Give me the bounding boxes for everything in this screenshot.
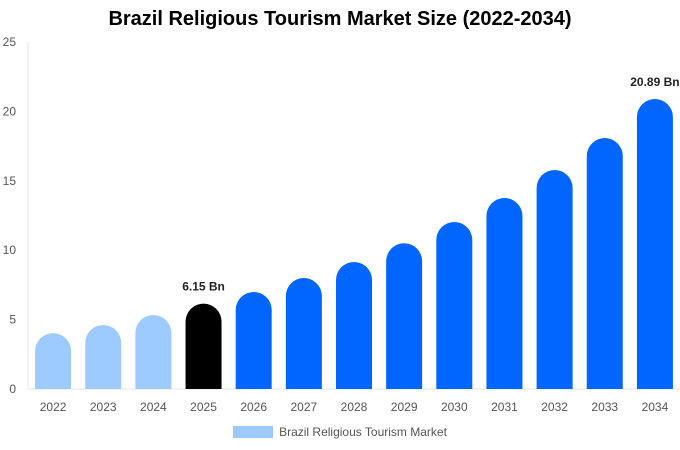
x-tick-label: 2028 xyxy=(341,400,368,414)
bar-2031 xyxy=(486,198,523,389)
x-tick-label: 2022 xyxy=(40,400,67,414)
y-tick-label: 10 xyxy=(3,243,17,257)
x-tick-label: 2032 xyxy=(541,400,568,414)
data-label: 6.15 Bn xyxy=(182,280,225,294)
x-tick-label: 2031 xyxy=(491,400,518,414)
bar-2022 xyxy=(35,333,72,389)
x-tick-label: 2026 xyxy=(240,400,267,414)
bar-2032 xyxy=(536,169,573,389)
bar-2024 xyxy=(135,315,172,389)
bar-2029 xyxy=(386,243,423,389)
legend-swatch xyxy=(233,426,274,438)
data-label: 20.89 Bn xyxy=(630,75,679,89)
x-tick-label: 2034 xyxy=(642,400,669,414)
bar-2033 xyxy=(586,138,623,389)
bar-2026 xyxy=(235,291,272,389)
bar-2025 xyxy=(185,303,222,389)
legend-label[interactable]: Brazil Religious Tourism Market xyxy=(279,425,447,439)
bar-2028 xyxy=(336,261,372,389)
y-tick-label: 25 xyxy=(3,35,17,49)
y-tick-label: 5 xyxy=(9,313,16,327)
bar-2023 xyxy=(85,325,122,389)
x-tick-label: 2023 xyxy=(90,400,117,414)
x-tick-label: 2025 xyxy=(190,400,217,414)
y-tick-label: 15 xyxy=(3,174,17,188)
x-tick-label: 2029 xyxy=(391,400,418,414)
bar-2034 xyxy=(636,99,673,389)
x-tick-label: 2027 xyxy=(290,400,317,414)
x-tick-label: 2033 xyxy=(591,400,618,414)
bar-2030 xyxy=(436,222,473,389)
y-tick-label: 20 xyxy=(3,104,17,118)
bar-2027 xyxy=(285,277,322,389)
chart-title: Brazil Religious Tourism Market Size (20… xyxy=(108,8,572,30)
x-tick-label: 2024 xyxy=(140,400,167,414)
y-tick-label: 0 xyxy=(9,382,16,396)
x-tick-label: 2030 xyxy=(441,400,468,414)
legend: Brazil Religious Tourism Market xyxy=(0,425,680,439)
